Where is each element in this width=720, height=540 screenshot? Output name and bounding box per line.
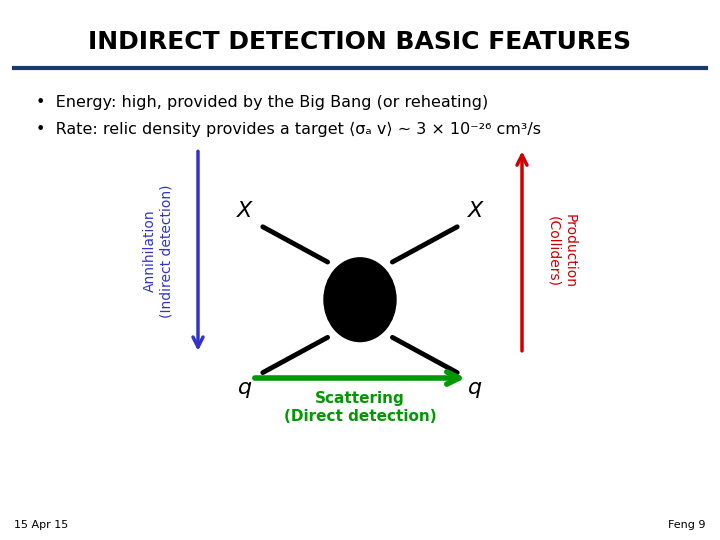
- Text: q: q: [238, 378, 252, 398]
- Text: INDIRECT DETECTION BASIC FEATURES: INDIRECT DETECTION BASIC FEATURES: [89, 30, 631, 53]
- Text: q: q: [468, 378, 482, 398]
- Text: 15 Apr 15: 15 Apr 15: [14, 520, 68, 530]
- Text: X: X: [237, 201, 253, 221]
- Text: Feng 9: Feng 9: [668, 520, 706, 530]
- Text: •  Energy: high, provided by the Big Bang (or reheating): • Energy: high, provided by the Big Bang…: [36, 94, 488, 110]
- Text: Annihilation
(Indirect detection): Annihilation (Indirect detection): [143, 184, 174, 318]
- Text: X: X: [467, 201, 483, 221]
- Text: Scattering
(Direct detection): Scattering (Direct detection): [284, 392, 436, 424]
- Ellipse shape: [324, 258, 396, 341]
- Text: Production
(Colliders): Production (Colliders): [546, 214, 577, 288]
- Text: •  Rate: relic density provides a target ⟨σₐ v⟩ ∼ 3 × 10⁻²⁶ cm³/s: • Rate: relic density provides a target …: [36, 122, 541, 137]
